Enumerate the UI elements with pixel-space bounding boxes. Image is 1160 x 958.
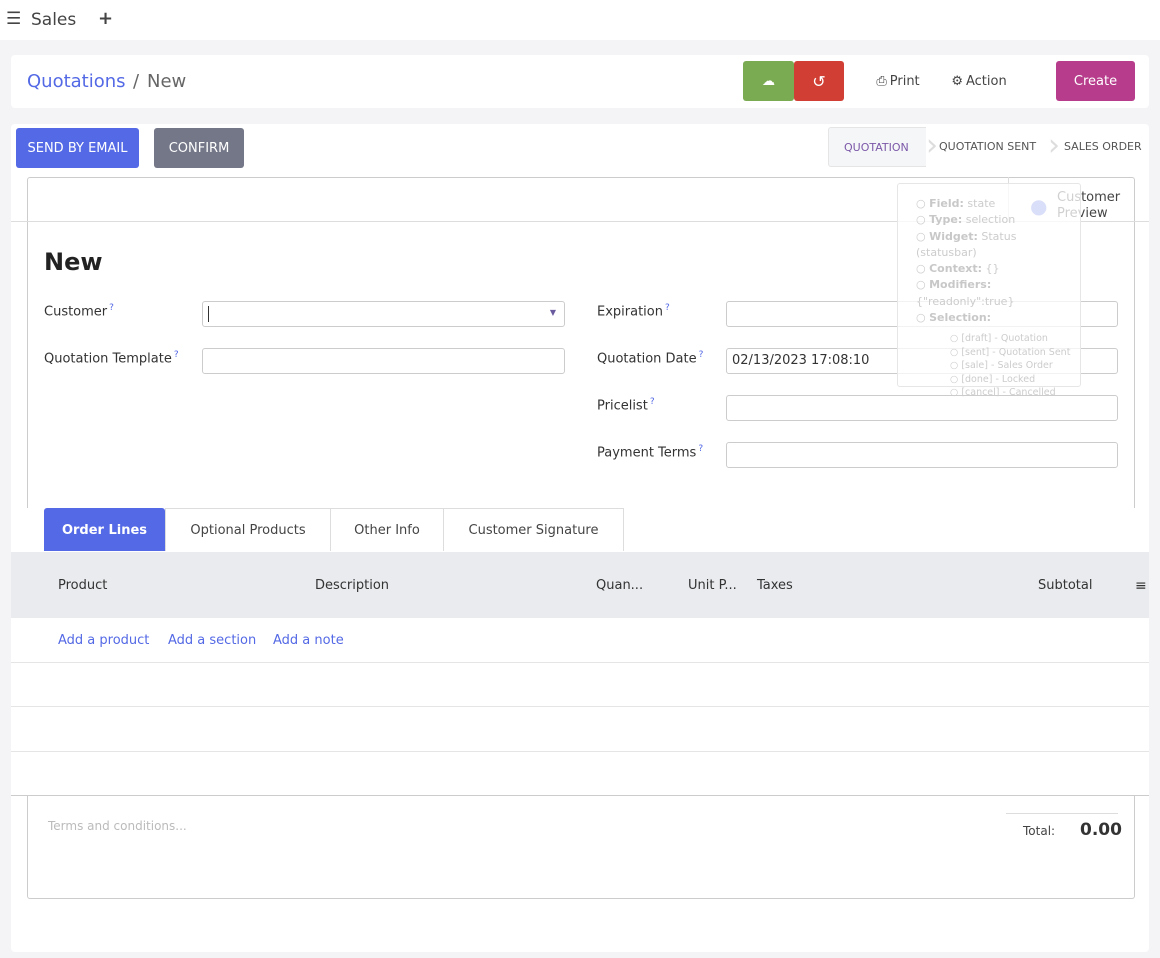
- cloud-upload-icon: ☁: [762, 73, 775, 89]
- breadcrumb-separator: /: [133, 71, 140, 92]
- form-sheet: [27, 177, 1135, 508]
- status-arrow: ›: [1048, 128, 1060, 163]
- payment-terms-label: Payment Terms?: [597, 444, 704, 461]
- column-description[interactable]: Description: [315, 578, 390, 593]
- column-quantity[interactable]: Quan...: [596, 578, 644, 593]
- action-button[interactable]: ⚙ Action: [951, 73, 1007, 89]
- top-bar: ☰ Sales +: [0, 0, 1160, 40]
- chevron-down-icon[interactable]: ▼: [549, 308, 556, 317]
- discard-button[interactable]: ↺: [794, 61, 844, 101]
- form-sheet-bottom: [27, 796, 1135, 899]
- total-value: 0.00: [1080, 820, 1122, 840]
- add-product-link[interactable]: Add a product: [58, 633, 150, 648]
- divider: [1006, 813, 1118, 814]
- table-row: [11, 751, 1149, 752]
- pricelist-field[interactable]: [726, 395, 1118, 421]
- payment-terms-field[interactable]: [726, 442, 1118, 468]
- terms-conditions-input[interactable]: Terms and conditions...: [48, 819, 187, 833]
- customer-field[interactable]: ▼: [202, 301, 565, 327]
- field-tooltip: ○ Field: state ○ Type: selection ○ Widge…: [897, 183, 1081, 398]
- tab-other-info[interactable]: Other Info: [330, 508, 444, 551]
- add-note-link[interactable]: Add a note: [273, 633, 344, 648]
- status-quotation-sent[interactable]: QUOTATION SENT: [939, 140, 1037, 153]
- status-sales-order[interactable]: SALES ORDER: [1064, 140, 1142, 153]
- save-button[interactable]: ☁: [743, 61, 794, 101]
- printer-icon: ⎙: [876, 73, 887, 89]
- gear-icon: ⚙: [951, 73, 963, 89]
- pricelist-label: Pricelist?: [597, 397, 655, 414]
- status-arrow: ›: [926, 128, 938, 163]
- breadcrumb-parent[interactable]: Quotations: [27, 71, 126, 92]
- quotation-template-field[interactable]: [202, 348, 565, 374]
- total-label: Total:: [1023, 824, 1056, 838]
- table-header: [11, 552, 1149, 618]
- send-by-email-button[interactable]: SEND BY EMAIL: [16, 128, 139, 168]
- hamburger-icon[interactable]: ☰: [6, 9, 22, 29]
- column-unit-price[interactable]: Unit P...: [688, 578, 737, 593]
- confirm-button[interactable]: CONFIRM: [154, 128, 244, 168]
- sliders-icon[interactable]: ≡: [1135, 578, 1147, 594]
- tab-order-lines[interactable]: Order Lines: [44, 508, 165, 551]
- status-quotation[interactable]: QUOTATION: [828, 127, 926, 167]
- quotation-template-label: Quotation Template?: [44, 350, 179, 367]
- customer-label: Customer?: [44, 303, 114, 320]
- tab-optional-products[interactable]: Optional Products: [165, 508, 331, 551]
- column-taxes[interactable]: Taxes: [757, 578, 793, 593]
- tab-customer-signature[interactable]: Customer Signature: [443, 508, 624, 551]
- app-title[interactable]: Sales: [31, 10, 77, 30]
- add-section-link[interactable]: Add a section: [168, 633, 257, 648]
- plus-icon[interactable]: +: [98, 8, 114, 29]
- undo-icon: ↺: [812, 71, 826, 91]
- record-title: New: [44, 248, 103, 276]
- control-panel: Quotations / New ☁ ↺ ⎙ Print ⚙ Action Crea…: [11, 55, 1149, 108]
- table-row: [11, 795, 1149, 796]
- quotation-date-label: Quotation Date?: [597, 350, 704, 367]
- button-box-divider: [11, 221, 1149, 222]
- table-row: [11, 706, 1149, 707]
- breadcrumb-current: New: [147, 71, 187, 92]
- column-product[interactable]: Product: [58, 578, 108, 593]
- create-button[interactable]: Create: [1056, 61, 1135, 101]
- table-row: [11, 662, 1149, 663]
- print-button[interactable]: ⎙ Print: [876, 73, 920, 89]
- expiration-label: Expiration?: [597, 303, 670, 320]
- column-subtotal[interactable]: Subtotal: [1038, 578, 1093, 593]
